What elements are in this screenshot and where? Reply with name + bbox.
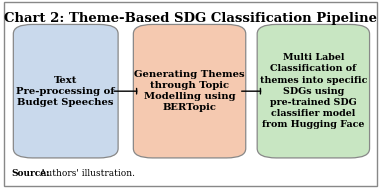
Text: Generating Themes
through Topic
Modelling using
BERTopic: Generating Themes through Topic Modellin…	[134, 70, 245, 112]
FancyBboxPatch shape	[133, 24, 246, 158]
Text: Authors' illustration.: Authors' illustration.	[37, 169, 135, 178]
Text: Multi Label
Classification of
themes into specific
SDGs using
pre-trained SDG
cl: Multi Label Classification of themes int…	[260, 53, 367, 129]
Text: Text
Pre-processing of
Budget Speeches: Text Pre-processing of Budget Speeches	[16, 76, 115, 107]
FancyBboxPatch shape	[4, 2, 377, 186]
Text: Chart 2: Theme-Based SDG Classification Pipeline: Chart 2: Theme-Based SDG Classification …	[4, 12, 377, 25]
FancyBboxPatch shape	[13, 24, 118, 158]
Text: Source:: Source:	[11, 169, 50, 178]
FancyBboxPatch shape	[257, 24, 370, 158]
